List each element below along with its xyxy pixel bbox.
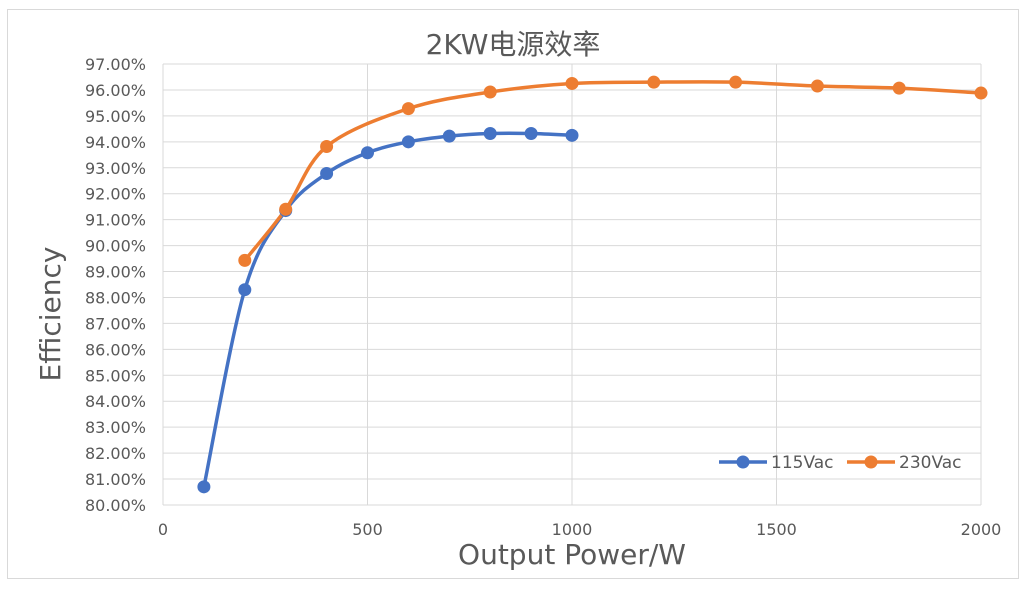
x-axis-tick-labels: 0 500 1000 1500 2000 — [158, 520, 1001, 539]
y-tick-label: 93.00% — [85, 159, 146, 178]
legend-entry-230vac: 230Vac — [847, 453, 962, 473]
y-axis-title: Efficiency — [34, 247, 67, 382]
data-point-115vac — [361, 146, 374, 160]
series-line-230vac — [243, 80, 983, 263]
data-point-230vac — [892, 81, 906, 95]
data-point-115vac — [524, 127, 538, 141]
data-point-230vac — [320, 139, 334, 153]
x-tick-label: 1500 — [756, 520, 797, 539]
y-tick-label: 94.00% — [85, 133, 146, 152]
y-tick-label: 86.00% — [85, 340, 146, 359]
y-tick-label: 95.00% — [85, 107, 146, 126]
data-point-230vac — [647, 75, 661, 89]
x-tick-label: 1000 — [552, 520, 593, 539]
legend: 115Vac 230Vac — [719, 453, 962, 473]
data-point-115vac — [565, 128, 579, 142]
y-tick-label: 87.00% — [85, 314, 146, 333]
data-point-115vac — [197, 480, 211, 494]
legend-swatch-marker — [864, 455, 878, 469]
series-lines — [202, 80, 983, 489]
y-tick-label: 85.00% — [85, 366, 146, 385]
data-point-230vac — [401, 102, 415, 116]
x-tick-label: 0 — [158, 520, 168, 539]
data-point-115vac — [401, 135, 415, 149]
y-tick-label: 81.00% — [85, 470, 146, 489]
legend-entry-115vac: 115Vac — [719, 453, 834, 473]
data-point-230vac — [974, 86, 988, 100]
y-tick-label: 89.00% — [85, 263, 146, 282]
y-tick-label: 80.00% — [85, 496, 146, 515]
x-tick-label: 500 — [352, 520, 383, 539]
y-tick-label: 92.00% — [85, 185, 146, 204]
y-axis-tick-labels: 80.00% 81.00% 82.00% 83.00% 84.00% 85.00% 86.0… — [85, 55, 146, 515]
data-point-230vac — [483, 85, 497, 99]
data-point-230vac — [279, 202, 293, 216]
y-tick-label: 97.00% — [85, 55, 146, 74]
legend-label-230vac: 230Vac — [899, 453, 962, 473]
chart-frame — [7, 9, 1019, 579]
series-line-115vac — [202, 131, 574, 489]
data-point-115vac — [442, 129, 456, 143]
data-point-115vac — [238, 283, 252, 297]
legend-swatch-marker — [736, 455, 750, 469]
y-tick-label: 90.00% — [85, 237, 146, 256]
data-point-230vac — [729, 75, 743, 89]
chart-title: 2KW电源效率 — [426, 28, 601, 61]
data-point-115vac — [483, 127, 497, 141]
y-tick-label: 91.00% — [85, 211, 146, 230]
data-point-230vac — [238, 253, 252, 267]
data-point-230vac — [810, 79, 824, 93]
x-axis-title: Output Power/W — [458, 538, 686, 571]
legend-label-115vac: 115Vac — [771, 453, 834, 473]
y-tick-label: 84.00% — [85, 392, 146, 411]
x-tick-label: 2000 — [961, 520, 1002, 539]
data-point-115vac — [320, 166, 334, 180]
y-tick-label: 83.00% — [85, 418, 146, 437]
y-tick-label: 96.00% — [85, 81, 146, 100]
y-tick-label: 88.00% — [85, 288, 146, 307]
series-markers — [197, 75, 988, 494]
data-point-230vac — [565, 76, 579, 90]
y-tick-label: 82.00% — [85, 444, 146, 463]
